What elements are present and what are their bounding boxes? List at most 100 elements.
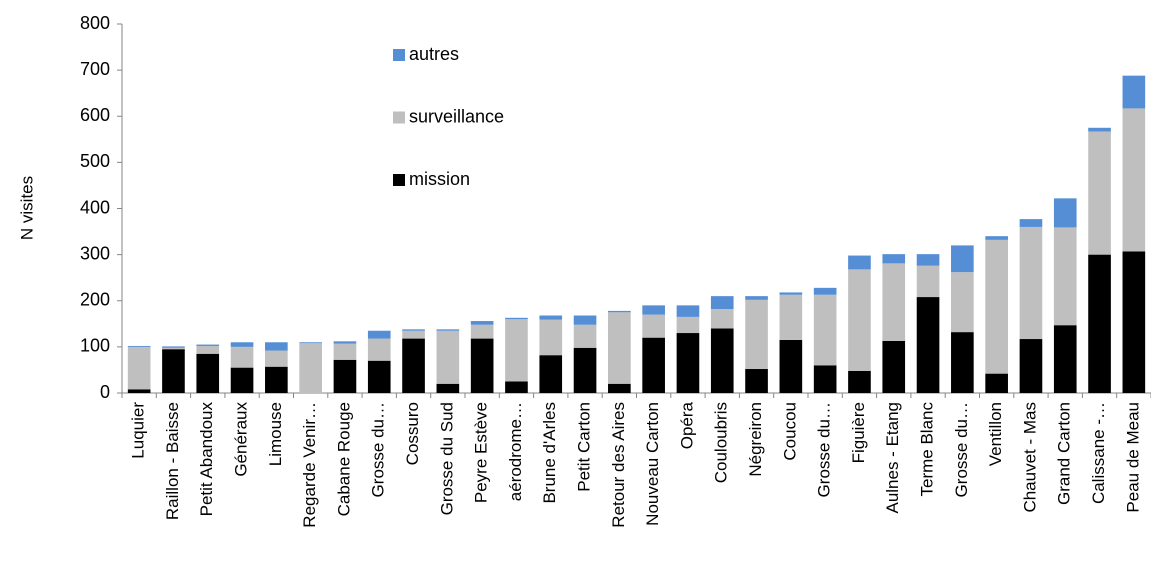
- bar-segment: [916, 297, 940, 393]
- bar-segment: [813, 287, 837, 295]
- x-tick-label: Luquier: [129, 402, 148, 459]
- y-tick-label: 100: [80, 336, 110, 356]
- x-tick-label: Grosse du…: [369, 402, 388, 497]
- bar-segment: [1122, 75, 1146, 109]
- bar-segment: [710, 328, 734, 393]
- bar-segment: [882, 340, 906, 393]
- bar-segment: [230, 367, 254, 393]
- bar-segment: [367, 338, 391, 361]
- y-tick-label: 0: [100, 382, 110, 402]
- bar-segment: [710, 309, 734, 329]
- x-tick-label: Peyre Estève: [472, 402, 491, 503]
- bar-segment: [367, 330, 391, 339]
- x-tick-label: aérodrome…: [506, 402, 525, 501]
- bar-segment: [127, 345, 151, 347]
- y-tick-label: 500: [80, 151, 110, 171]
- x-tick-label: Grosse du Sud: [437, 402, 456, 515]
- y-tick-label: 400: [80, 197, 110, 217]
- bar-segment: [505, 381, 528, 393]
- bar-segment: [951, 245, 974, 273]
- y-axis-label: N visites: [17, 176, 36, 240]
- y-tick-label: 600: [80, 105, 110, 125]
- x-tick-label: Coucou: [780, 402, 799, 461]
- bar-segment: [985, 239, 1008, 374]
- bar-segment: [230, 342, 254, 347]
- bar-segment: [710, 296, 734, 310]
- bar-segment: [539, 315, 563, 320]
- bar-segment: [367, 360, 391, 393]
- bar-segment: [1053, 325, 1077, 393]
- bar-segment: [642, 305, 665, 315]
- bar-segment: [196, 353, 220, 393]
- bar-segment: [230, 346, 254, 368]
- bar-segment: [402, 329, 425, 331]
- x-tick-label: Terme Blanc: [918, 402, 937, 497]
- x-tick-label: Retour des Aires: [609, 402, 628, 528]
- bar-segment: [573, 347, 597, 393]
- bar-segment: [333, 359, 357, 393]
- bar-segment: [916, 265, 940, 298]
- bar-segment: [1019, 339, 1043, 393]
- bar-segment: [162, 349, 185, 393]
- x-tick-label: Calissane -…: [1089, 402, 1108, 504]
- bar-segment: [951, 332, 974, 393]
- bar-segment: [608, 312, 631, 384]
- bar-segment: [985, 236, 1008, 240]
- bar-segment: [779, 294, 803, 340]
- bar-segment: [402, 330, 425, 339]
- x-tick-label: Grosse du…: [815, 402, 834, 497]
- bar-segment: [676, 333, 700, 393]
- x-tick-label: Couloubris: [712, 402, 731, 483]
- bar-segment: [779, 339, 803, 393]
- bar-segment: [299, 342, 322, 344]
- bar-segment: [848, 269, 871, 371]
- legend-label: surveillance: [409, 106, 504, 126]
- bar-segment: [1088, 254, 1111, 393]
- legend-label: autres: [409, 44, 459, 64]
- bar-segment: [196, 345, 220, 354]
- x-tick-label: Négreiron: [746, 402, 765, 477]
- bar-segment: [265, 342, 288, 351]
- bar-segment: [676, 316, 700, 334]
- x-tick-label: Petit Abandoux: [197, 402, 216, 517]
- bar-segment: [402, 338, 425, 393]
- bar-segment: [676, 305, 700, 317]
- bar-segment: [196, 344, 220, 346]
- x-tick-label: Petit Carton: [575, 402, 594, 492]
- bar-segment: [505, 317, 528, 320]
- x-tick-label: Grosse du…: [952, 402, 971, 497]
- x-tick-label: Raillon - Baisse: [163, 402, 182, 520]
- y-tick-label: 700: [80, 59, 110, 79]
- bar-segment: [162, 346, 185, 348]
- legend-swatch: [393, 49, 405, 61]
- bar-segment: [745, 299, 768, 370]
- bar-segment: [505, 319, 528, 382]
- x-tick-label: Cabane Rouge: [334, 402, 353, 516]
- x-tick-label: Opéra: [677, 401, 696, 449]
- y-tick-label: 800: [80, 13, 110, 33]
- bar-segment: [470, 338, 494, 393]
- bar-segment: [745, 369, 768, 393]
- bar-segment: [1122, 251, 1146, 393]
- bar-segment: [848, 255, 871, 270]
- legend-swatch: [393, 174, 405, 186]
- x-tick-label: Nouveau Carton: [643, 402, 662, 526]
- bar-segment: [779, 292, 803, 295]
- bar-segment: [162, 347, 185, 350]
- bar-segment: [882, 263, 906, 341]
- y-tick-label: 300: [80, 243, 110, 263]
- legend-label: mission: [409, 169, 470, 189]
- x-tick-label: Limouse: [266, 402, 285, 466]
- bar-segment: [333, 343, 357, 360]
- bar-segment: [436, 330, 460, 384]
- x-tick-label: Grand Carton: [1055, 402, 1074, 505]
- bar-segment: [470, 324, 494, 339]
- x-tick-label: Aulnes - Etang: [883, 402, 902, 514]
- bar-segment: [1122, 108, 1146, 252]
- legend-swatch: [393, 111, 405, 124]
- bar-segment: [539, 355, 563, 393]
- x-tick-label: Peau de Meau: [1123, 402, 1142, 513]
- bar-segment: [436, 329, 460, 331]
- bar-segment: [1053, 198, 1077, 228]
